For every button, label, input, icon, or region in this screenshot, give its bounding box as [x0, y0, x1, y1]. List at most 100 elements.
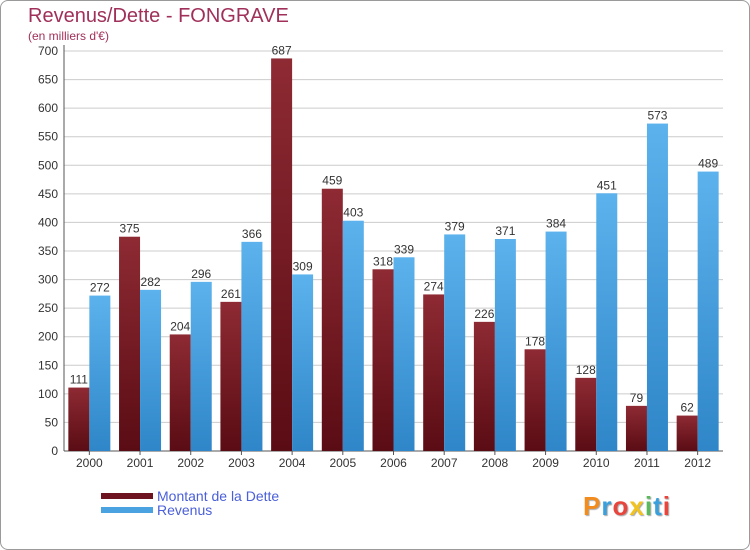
bar-revenus [342, 220, 364, 451]
data-label: 339 [394, 242, 414, 256]
brand-letter: x [629, 491, 645, 521]
bar-dette [625, 405, 647, 451]
x-tick-label: 2008 [482, 456, 509, 470]
x-tick-label: 2003 [228, 456, 255, 470]
data-label: 274 [424, 279, 444, 293]
data-label: 178 [525, 334, 545, 348]
y-tick-label: 700 [38, 44, 58, 58]
y-tick-label: 350 [38, 244, 58, 258]
y-tick-label: 250 [38, 301, 58, 315]
legend-item-dette: Montant de la Dette [101, 488, 280, 504]
bar-revenus [596, 193, 618, 452]
bar-revenus [494, 239, 516, 451]
data-label: 128 [576, 363, 596, 377]
brand-letter: r [601, 491, 613, 521]
data-label: 384 [546, 217, 566, 231]
legend-item-revenus: Revenus [101, 502, 213, 518]
data-label: 111 [70, 373, 89, 387]
legend-swatch-dette [101, 493, 153, 499]
brand-letter: o [612, 491, 630, 521]
bar-revenus [190, 281, 212, 451]
bar-dette [271, 58, 293, 452]
chart-subtitle: (en milliers d'€) [28, 29, 109, 43]
y-tick-label: 500 [38, 158, 58, 172]
x-tick-label: 2001 [127, 456, 154, 470]
bar-revenus [697, 171, 719, 452]
data-label: 375 [120, 222, 140, 236]
legend-label-revenus: Revenus [157, 502, 213, 518]
bar-dette [575, 377, 597, 451]
bar-revenus [140, 289, 162, 451]
data-label: 459 [322, 174, 342, 188]
y-tick-label: 300 [38, 273, 58, 287]
data-label: 489 [698, 157, 718, 171]
bar-dette [321, 188, 343, 451]
data-label: 573 [647, 109, 667, 123]
bar-dette [220, 301, 242, 451]
y-tick-label: 450 [38, 187, 58, 201]
y-tick-label: 200 [38, 330, 58, 344]
data-label: 204 [170, 319, 190, 333]
data-labels: 1112723752822042962613666873094594033183… [70, 43, 719, 414]
bar-dette [119, 236, 141, 451]
y-tick-label: 400 [38, 215, 58, 229]
data-label: 296 [191, 267, 211, 281]
data-label: 79 [630, 391, 644, 405]
bar-revenus [393, 257, 415, 451]
bar-dette [423, 294, 445, 451]
y-tick-label: 50 [45, 415, 59, 429]
x-tick-label: 2006 [380, 456, 407, 470]
brand-letter: i [644, 491, 654, 521]
data-label: 226 [474, 307, 494, 321]
data-label: 318 [373, 254, 393, 268]
data-label: 62 [680, 401, 694, 415]
bar-dette [473, 321, 495, 451]
data-label: 687 [272, 43, 292, 57]
bar-revenus [292, 274, 314, 451]
x-tick-label: 2004 [279, 456, 306, 470]
bar-dette [524, 349, 546, 451]
x-tick-label: 2009 [532, 456, 559, 470]
y-tick-label: 650 [38, 73, 58, 87]
data-label: 366 [242, 227, 262, 241]
bar-revenus [444, 234, 466, 451]
y-tick-label: 600 [38, 101, 58, 115]
data-label: 272 [90, 281, 110, 295]
legend-swatch-revenus [101, 507, 153, 513]
data-label: 371 [495, 224, 515, 238]
x-tick-label: 2007 [431, 456, 458, 470]
x-tick-label: 2010 [583, 456, 610, 470]
data-label: 282 [141, 275, 161, 289]
data-label: 451 [597, 178, 617, 192]
data-label: 403 [343, 206, 363, 220]
x-tick-label: 2000 [76, 456, 103, 470]
bars [68, 58, 719, 452]
x-tick-label: 2002 [177, 456, 204, 470]
brand-letter: P [583, 491, 602, 521]
data-label: 309 [293, 259, 313, 273]
y-tick-label: 150 [38, 358, 58, 372]
chart-title: Revenus/Dette - FONGRAVE [28, 5, 289, 27]
bar-dette [676, 415, 698, 451]
data-label: 261 [221, 287, 241, 301]
data-label: 379 [445, 219, 465, 233]
bar-revenus [89, 295, 111, 451]
y-tick-label: 550 [38, 130, 58, 144]
bar-dette [372, 269, 394, 451]
x-tick-label: 2012 [684, 456, 711, 470]
x-tick-label: 2005 [329, 456, 356, 470]
legend-label-dette: Montant de la Dette [157, 488, 280, 504]
bar-revenus [545, 231, 567, 451]
bar-revenus [241, 241, 263, 451]
brand-letter: i [662, 491, 671, 521]
x-tick-label: 2011 [634, 456, 660, 470]
bar-dette [169, 334, 191, 451]
y-tick-label: 0 [51, 444, 58, 458]
brand-letter: t [653, 491, 663, 521]
brand-logo: Proxiti [583, 491, 671, 522]
bar-dette [68, 387, 90, 451]
bar-revenus [646, 123, 668, 452]
axes: 0 50 100 150 200 250 300 350 400 450 500 550 600 650 7… [38, 44, 723, 470]
